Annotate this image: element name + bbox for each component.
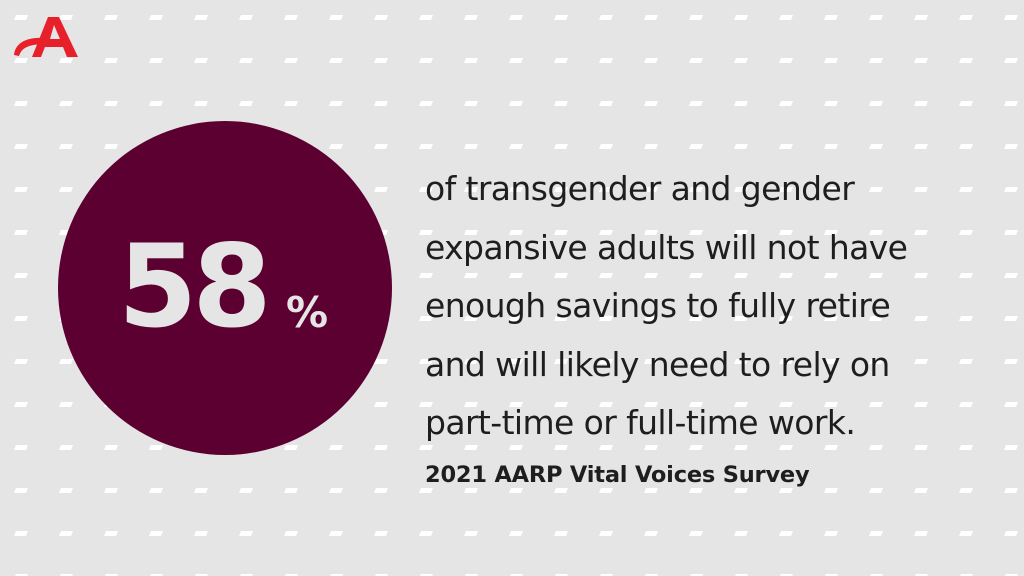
stat-description-line: enough savings to fully retire (425, 286, 891, 325)
stat-description: of transgender and gender expansive adul… (425, 160, 995, 453)
stat-description-line: and will likely need to rely on (425, 344, 890, 384)
stat-description-line: expansive adults will not have (425, 227, 908, 267)
stat-circle (58, 121, 392, 455)
stat-percentage-value: 58 (118, 220, 272, 353)
stat-description-line: of transgender and gender (425, 169, 855, 208)
aarp-a-logo-icon[interactable] (12, 14, 80, 60)
stat-description-line: part-time or full-time work. (425, 403, 856, 442)
stat-percent-sign: % (286, 288, 329, 337)
source-citation: 2021 AARP Vital Voices Survey (425, 462, 810, 488)
